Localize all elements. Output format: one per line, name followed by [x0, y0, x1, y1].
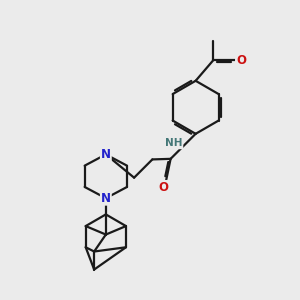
Text: NH: NH — [165, 138, 182, 148]
Text: N: N — [101, 148, 111, 161]
Text: N: N — [101, 192, 111, 205]
Text: O: O — [236, 54, 246, 67]
Text: O: O — [159, 181, 169, 194]
